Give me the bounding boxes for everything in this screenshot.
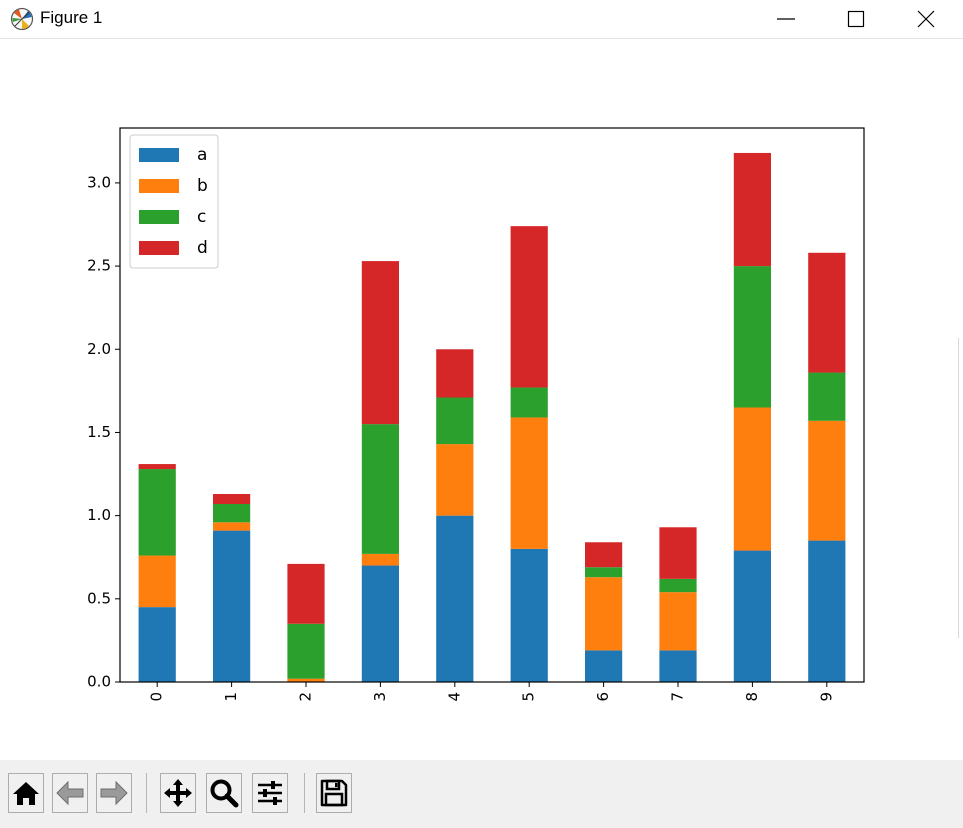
bar-c-8 bbox=[733, 266, 771, 408]
x-tick-label: 5 bbox=[520, 692, 538, 702]
bar-a-9 bbox=[808, 540, 846, 682]
bar-a-6 bbox=[585, 650, 623, 682]
bar-b-4 bbox=[436, 444, 474, 516]
bar-d-0 bbox=[138, 464, 176, 470]
bar-d-2 bbox=[287, 563, 325, 624]
pan-button[interactable] bbox=[160, 773, 196, 813]
bar-a-7 bbox=[659, 650, 697, 682]
bar-d-6 bbox=[585, 542, 623, 568]
bar-b-2 bbox=[287, 678, 325, 682]
bar-c-7 bbox=[659, 578, 697, 593]
plot-frame bbox=[119, 127, 865, 683]
close-button[interactable] bbox=[896, 0, 956, 38]
bar-c-3 bbox=[361, 424, 399, 554]
bar-a-3 bbox=[361, 565, 399, 682]
bar-b-3 bbox=[361, 553, 399, 566]
move-icon bbox=[164, 779, 192, 807]
y-tick-label: 2.0 bbox=[87, 340, 111, 358]
bar-d-5 bbox=[510, 226, 548, 388]
x-tick-label: 8 bbox=[743, 692, 761, 702]
x-tick-label: 1 bbox=[222, 692, 240, 702]
window-edge bbox=[958, 338, 963, 638]
bar-b-8 bbox=[733, 407, 771, 551]
x-tick-label: 4 bbox=[445, 692, 463, 702]
legend-swatch-b bbox=[139, 179, 179, 193]
legend-box bbox=[129, 134, 219, 269]
toolbar-separator bbox=[304, 773, 305, 813]
maximize-icon bbox=[847, 10, 865, 28]
bar-d-7 bbox=[659, 527, 697, 579]
x-tick-label: 7 bbox=[669, 692, 687, 702]
save-disk-icon bbox=[320, 779, 348, 807]
y-tick-label: 1.0 bbox=[87, 506, 111, 524]
bar-d-4 bbox=[436, 349, 474, 398]
minimize-button[interactable] bbox=[756, 0, 816, 38]
arrow-right-icon bbox=[100, 780, 128, 806]
maximize-button[interactable] bbox=[826, 0, 886, 38]
bar-c-9 bbox=[808, 372, 846, 421]
configure-subplots-button[interactable] bbox=[252, 773, 288, 813]
bar-b-0 bbox=[138, 555, 176, 608]
bar-c-4 bbox=[436, 397, 474, 445]
legend-swatch-c bbox=[139, 210, 179, 224]
minimize-icon bbox=[777, 18, 795, 20]
legend-swatch-a bbox=[139, 148, 179, 162]
bar-c-1 bbox=[213, 503, 251, 523]
bar-a-5 bbox=[510, 548, 548, 682]
close-icon bbox=[917, 10, 935, 28]
sliders-icon bbox=[258, 781, 282, 805]
bar-d-1 bbox=[213, 494, 251, 504]
bar-a-4 bbox=[436, 515, 474, 682]
x-tick-label: 2 bbox=[297, 692, 315, 702]
bar-c-6 bbox=[585, 567, 623, 578]
bar-a-0 bbox=[138, 607, 176, 682]
bar-b-9 bbox=[808, 420, 846, 541]
arrow-left-icon bbox=[56, 780, 84, 806]
back-button[interactable] bbox=[52, 773, 88, 813]
bar-d-3 bbox=[361, 261, 399, 425]
matplotlib-logo-icon bbox=[10, 7, 34, 31]
figure-canvas[interactable]: 0 1 2 3 4 5 6 7 8 9 0.0 0.5 1.0 1.5 2.0 2.5 3.0 a b c d bbox=[0, 42, 963, 760]
navigation-toolbar bbox=[0, 760, 963, 828]
magnifier-icon bbox=[210, 779, 239, 808]
bar-d-9 bbox=[808, 252, 846, 373]
y-tick-label: 1.5 bbox=[87, 423, 111, 441]
legend-swatch-d bbox=[139, 241, 179, 255]
y-tick-label: 3.0 bbox=[87, 173, 111, 191]
bar-b-6 bbox=[585, 577, 623, 651]
zoom-button[interactable] bbox=[206, 773, 242, 813]
bar-c-0 bbox=[138, 469, 176, 556]
y-tick-label: 0.5 bbox=[87, 589, 111, 607]
save-button[interactable] bbox=[316, 773, 352, 813]
legend-label-a: a bbox=[197, 145, 207, 165]
x-tick-label: 9 bbox=[817, 692, 835, 702]
bar-b-1 bbox=[213, 522, 251, 531]
home-button[interactable] bbox=[8, 773, 44, 813]
legend-label-b: b bbox=[197, 176, 208, 196]
title-bar[interactable]: Figure 1 bbox=[0, 0, 963, 39]
y-tick-label: 0.0 bbox=[87, 673, 111, 691]
x-tick-label: 3 bbox=[371, 692, 389, 702]
bar-b-7 bbox=[659, 592, 697, 651]
legend-label-c: c bbox=[197, 207, 206, 227]
bar-d-8 bbox=[733, 152, 771, 267]
home-icon bbox=[13, 782, 39, 805]
bar-c-5 bbox=[510, 387, 548, 418]
bar-b-5 bbox=[510, 417, 548, 549]
x-tick-label: 0 bbox=[148, 692, 166, 702]
legend-label-d: d bbox=[197, 238, 208, 258]
window-title: Figure 1 bbox=[40, 8, 103, 27]
toolbar-separator bbox=[146, 773, 147, 813]
bar-a-8 bbox=[733, 550, 771, 682]
forward-button[interactable] bbox=[96, 773, 132, 813]
y-tick-label: 2.5 bbox=[87, 257, 111, 275]
bar-a-1 bbox=[213, 530, 251, 682]
x-tick-label: 6 bbox=[594, 692, 612, 702]
bar-c-2 bbox=[287, 623, 325, 679]
